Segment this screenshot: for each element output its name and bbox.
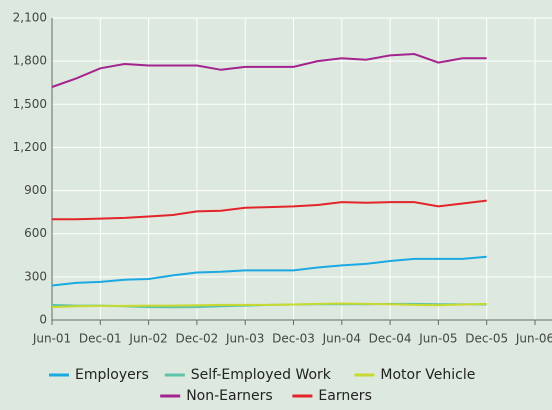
legend-label: Motor Vehicle xyxy=(380,367,475,383)
legend-label: Earners xyxy=(318,388,371,404)
x-tick-label: Dec-01 xyxy=(79,332,122,346)
x-tick-label: Jun-05 xyxy=(418,332,457,346)
x-tick-label: Dec-04 xyxy=(369,332,412,346)
y-tick-label: 2,100 xyxy=(13,11,47,25)
series-line xyxy=(51,255,487,287)
series-line xyxy=(51,302,487,309)
series-line xyxy=(52,199,487,221)
legend-label: Self-Employed Work xyxy=(191,367,332,383)
x-tick-label: Dec-02 xyxy=(175,332,218,346)
y-tick-label: 300 xyxy=(24,269,47,283)
legend: Employers Self-Employed Work Motor Vehicle… xyxy=(49,367,475,404)
legend-label: Employers xyxy=(75,367,149,383)
x-tick-label: Dec-03 xyxy=(272,332,315,346)
x-tick-label: Jun-06 xyxy=(515,332,552,346)
y-tick-label: 1,500 xyxy=(13,97,47,111)
y-tick-label: 600 xyxy=(24,226,47,240)
x-tick-label: Jun-04 xyxy=(322,332,361,346)
y-tick-label: 1,800 xyxy=(13,54,47,68)
y-tick-label: 0 xyxy=(39,313,47,327)
legend-label: Non-Earners xyxy=(186,388,272,404)
x-tick-label: Jun-01 xyxy=(32,332,71,346)
series-line xyxy=(51,52,487,88)
y-tick-label: 900 xyxy=(24,183,47,197)
x-tick-label: Jun-02 xyxy=(128,332,167,346)
y-tick-label: 1,200 xyxy=(13,140,47,154)
x-tick-label: Jun-03 xyxy=(225,332,264,346)
x-tick-label: Dec-05 xyxy=(465,332,508,346)
